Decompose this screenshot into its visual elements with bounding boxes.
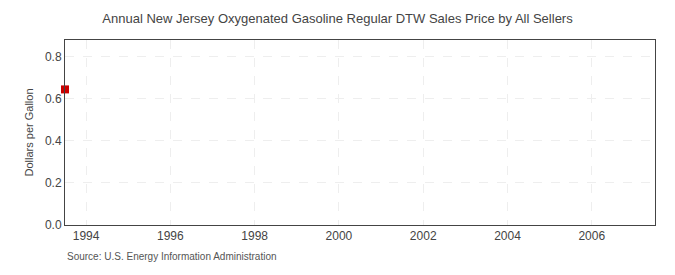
svg-text:0.4: 0.4: [45, 134, 62, 148]
svg-text:2004: 2004: [494, 229, 521, 243]
svg-text:0.6: 0.6: [45, 92, 62, 106]
svg-text:0.2: 0.2: [45, 176, 62, 190]
svg-text:0.8: 0.8: [45, 50, 62, 64]
svg-text:1994: 1994: [73, 229, 100, 243]
svg-text:2002: 2002: [410, 229, 437, 243]
svg-text:Source: U.S. Energy Informatio: Source: U.S. Energy Information Administ…: [67, 251, 277, 262]
svg-text:1996: 1996: [157, 229, 184, 243]
svg-text:0.0: 0.0: [45, 218, 62, 232]
svg-text:2006: 2006: [578, 229, 605, 243]
svg-text:2000: 2000: [326, 229, 353, 243]
svg-text:Annual New Jersey Oxygenated G: Annual New Jersey Oxygenated Gasoline Re…: [102, 11, 573, 26]
svg-text:Dollars per Gallon: Dollars per Gallon: [23, 88, 35, 176]
svg-text:1998: 1998: [241, 229, 268, 243]
